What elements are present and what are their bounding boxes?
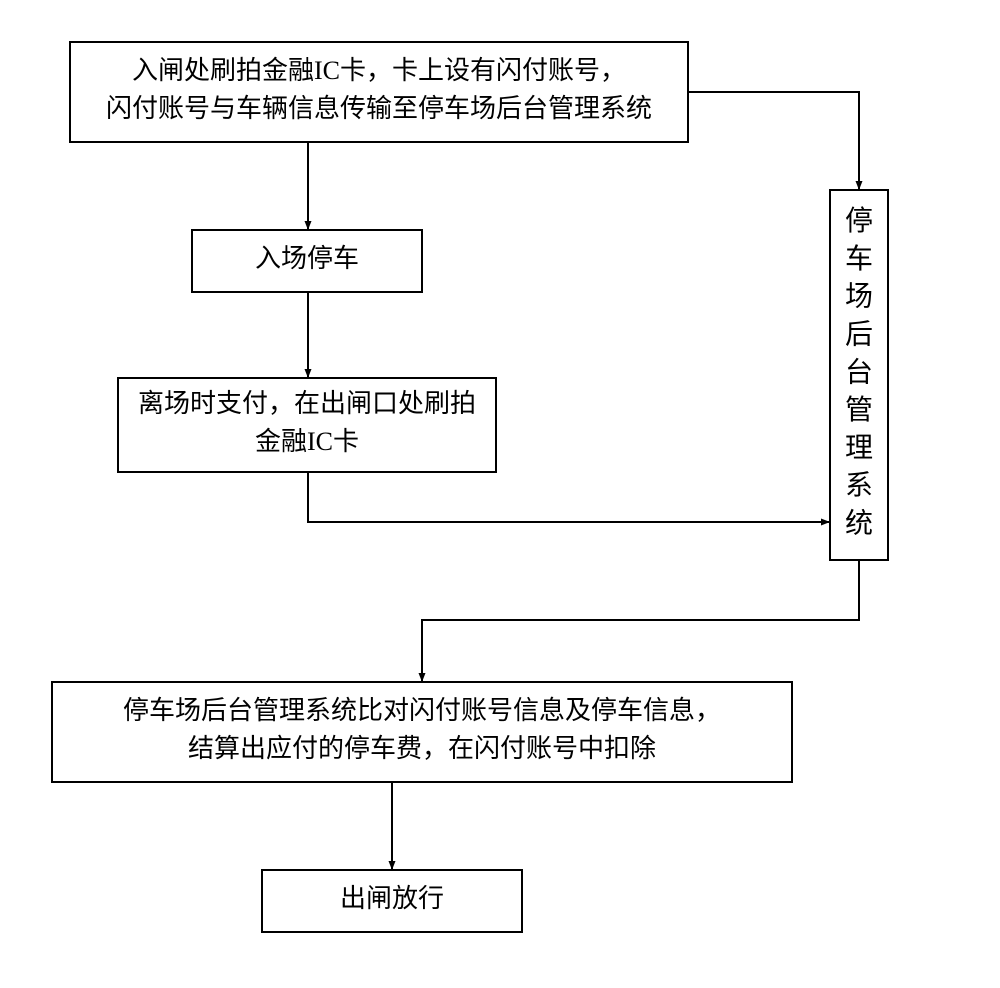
node-n4-line: 停车场后台管理系统比对闪付账号信息及停车信息， (123, 696, 721, 725)
node-side: 停车场后台管理系统 (830, 190, 888, 560)
node-n3: 离场时支付，在出闸口处刷拍金融IC卡 (118, 378, 496, 472)
node-side-char: 车 (845, 243, 873, 275)
node-n5: 出闸放行 (262, 870, 522, 932)
node-n2: 入场停车 (192, 230, 422, 292)
node-n5-line: 出闸放行 (340, 884, 444, 913)
node-n1: 入闸处刷拍金融IC卡，卡上设有闪付账号， 闪付账号与车辆信息传输至停车场后台管理系… (70, 42, 688, 142)
node-n4: 停车场后台管理系统比对闪付账号信息及停车信息， 结算出应付的停车费，在闪付账号中扣… (52, 682, 792, 782)
node-side-char: 统 (845, 508, 873, 540)
node-side-char: 系 (845, 470, 873, 502)
node-n4-line: 结算出应付的停车费，在闪付账号中扣除 (188, 734, 656, 763)
node-n1-line: 入闸处刷拍金融IC卡，卡上设有闪付账号， (132, 56, 626, 85)
node-side-char: 台 (845, 356, 873, 388)
node-side-char: 后 (845, 319, 873, 351)
node-n3-line: 离场时支付，在出闸口处刷拍 (138, 389, 476, 418)
node-side-char: 停 (845, 205, 873, 237)
node-side-char: 场 (845, 282, 873, 313)
edge-e3 (688, 92, 859, 190)
node-n1-line: 闪付账号与车辆信息传输至停车场后台管理系统 (106, 94, 652, 123)
node-side-char: 管 (845, 394, 873, 426)
node-n3-line: 金融IC卡 (255, 427, 359, 456)
node-n2-line: 入场停车 (255, 244, 359, 273)
edge-e5 (422, 560, 859, 682)
node-side-char: 理 (845, 433, 873, 464)
nodes: 入闸处刷拍金融IC卡，卡上设有闪付账号， 闪付账号与车辆信息传输至停车场后台管理系… (52, 42, 888, 932)
edge-e4 (308, 472, 830, 522)
